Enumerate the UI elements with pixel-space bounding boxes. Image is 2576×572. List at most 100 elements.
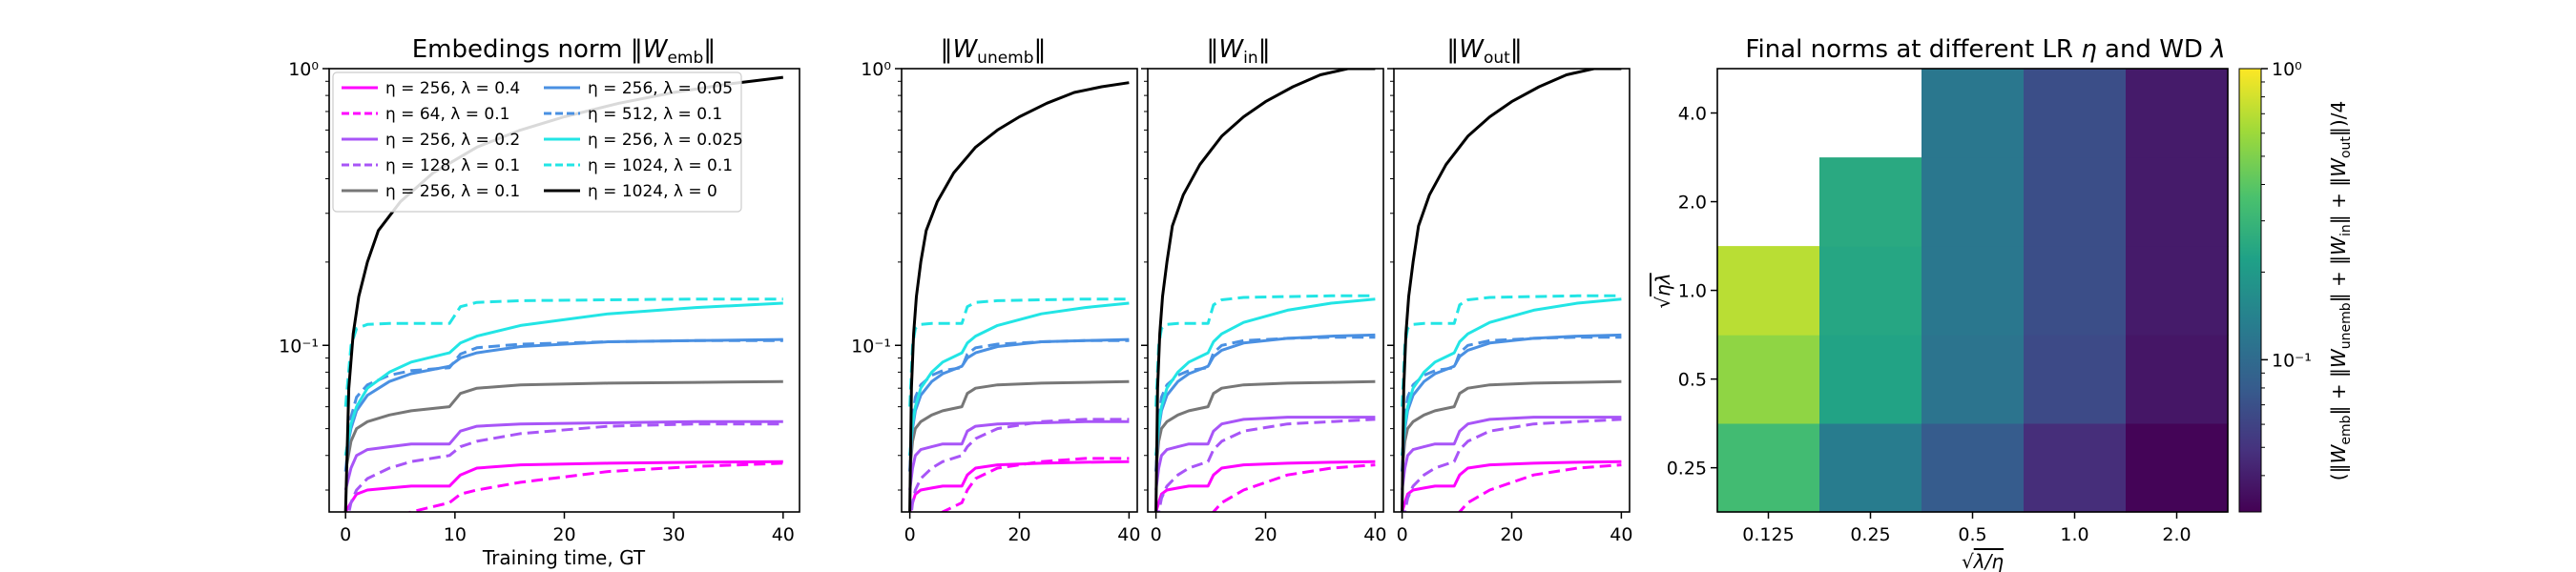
series-line bbox=[1154, 69, 1376, 512]
series-line bbox=[406, 461, 783, 512]
series-line bbox=[343, 301, 783, 457]
heatmap-cell bbox=[1819, 157, 1922, 247]
colorbar-tick-label: 10⁰ bbox=[2272, 59, 2302, 80]
x-tick-label: 20 bbox=[1500, 524, 1523, 545]
series-line bbox=[343, 379, 783, 472]
series-group bbox=[343, 75, 783, 512]
series-line bbox=[343, 460, 783, 512]
heatmap-cell bbox=[1922, 335, 2025, 424]
series-group bbox=[1401, 69, 1622, 512]
x-tick-label: 0.125 bbox=[1742, 524, 1794, 545]
heatmap-cell bbox=[1819, 423, 1922, 513]
plot-area-unemb: 0 20 40 10⁻¹ 10⁰ bbox=[851, 59, 1140, 545]
heatmap-cell bbox=[2126, 335, 2229, 424]
x-tick-label: 0 bbox=[1151, 524, 1162, 545]
x-tick-label: 2.0 bbox=[2162, 524, 2191, 545]
series-line bbox=[1401, 294, 1622, 407]
panel-title: ‖Win‖ bbox=[1206, 35, 1270, 68]
plot-area-win: 0 20 40 bbox=[1141, 68, 1386, 545]
series-line bbox=[1401, 416, 1622, 491]
legend-label: η = 256, λ = 0.1 bbox=[385, 182, 520, 201]
x-tick-label: 0.5 bbox=[1958, 524, 1986, 545]
heatmap-cell bbox=[2024, 69, 2127, 158]
series-line bbox=[1154, 294, 1376, 407]
colorbar-label: (‖Wemb‖ + ‖Wunemb‖ + ‖Win‖ + ‖Wout‖)/4 bbox=[2327, 101, 2354, 480]
legend-label: η = 512, λ = 0.1 bbox=[588, 105, 722, 124]
legend-label: η = 256, λ = 0.05 bbox=[588, 79, 733, 98]
series-line bbox=[908, 337, 1130, 456]
heatmap-cell bbox=[1717, 246, 1820, 336]
y-tick-label: 10⁰ bbox=[861, 59, 891, 80]
y-tick-label: 0.25 bbox=[1667, 459, 1707, 480]
y-tick-label: 4.0 bbox=[1678, 104, 1707, 125]
series-group bbox=[1154, 69, 1376, 512]
x-tick-label: 20 bbox=[1254, 524, 1277, 545]
heatmap-cell bbox=[2024, 423, 2127, 513]
panel-unemb-norm: ‖Wunemb‖ 0 20 40 10⁻¹ 10⁰ bbox=[851, 35, 1140, 545]
legend-label: η = 64, λ = 0.1 bbox=[385, 105, 509, 124]
x-tick-label: 40 bbox=[1117, 524, 1140, 545]
series-line bbox=[1212, 463, 1376, 512]
panel-title: Final norms at different LR η and WD λ bbox=[1745, 35, 2225, 64]
x-axis-label: Training time, GT bbox=[482, 546, 646, 569]
heatmap-cell bbox=[2126, 69, 2229, 158]
series-line bbox=[1401, 69, 1622, 512]
series-line bbox=[908, 297, 1130, 407]
series-line bbox=[1154, 379, 1376, 472]
heatmap-cell bbox=[1819, 246, 1922, 336]
colorbar-gradient bbox=[2238, 68, 2262, 513]
x-tick-label: 40 bbox=[1363, 524, 1386, 545]
series-line bbox=[343, 419, 783, 491]
y-tick-label: 10⁰ bbox=[288, 59, 319, 80]
panel-title: ‖Wout‖ bbox=[1446, 35, 1523, 68]
series-line bbox=[343, 297, 783, 407]
panel-final-norms-heatmap: Final norms at different LR η and WD λ 0… bbox=[1652, 35, 2354, 572]
heatmap-area: 0.125 0.25 0.5 1.0 2.0 0.25 0.5 1.0 2.0 4.0 bbox=[1667, 68, 2229, 545]
panel-wout-norm: ‖Wout‖ 0 20 40 bbox=[1387, 35, 1632, 545]
series-line bbox=[1401, 336, 1622, 472]
legend-label: η = 256, λ = 0.4 bbox=[385, 79, 520, 98]
y-axis-label: √ηλ bbox=[1652, 273, 1674, 308]
x-tick-label: 0 bbox=[340, 524, 351, 545]
y-tick-label: 2.0 bbox=[1678, 193, 1707, 214]
panel-win-norm: ‖Win‖ 0 20 40 bbox=[1141, 35, 1386, 545]
heatmap-cell bbox=[1922, 69, 2025, 158]
legend-frame bbox=[332, 72, 742, 213]
y-tick-label: 10⁻¹ bbox=[279, 336, 319, 357]
series-line bbox=[1156, 418, 1376, 512]
x-tick-label: 40 bbox=[1610, 524, 1632, 545]
series-line bbox=[343, 338, 783, 472]
colorbar: 10⁻¹ 10⁰ bbox=[2238, 59, 2312, 513]
panel-title: Embedings norm ‖Wemb‖ bbox=[412, 35, 717, 68]
x-tick-label: 40 bbox=[772, 524, 795, 545]
x-tick-label: 20 bbox=[552, 524, 575, 545]
series-line bbox=[1401, 333, 1622, 456]
heatmap-cell bbox=[1922, 157, 2025, 247]
heatmap-cell bbox=[1717, 335, 1820, 424]
heatmap-cell bbox=[2024, 246, 2127, 336]
heatmap-cell bbox=[2126, 157, 2229, 247]
y-tick-label: 0.5 bbox=[1678, 370, 1707, 391]
x-tick-label: 1.0 bbox=[2060, 524, 2088, 545]
legend-label: η = 256, λ = 0.2 bbox=[385, 131, 520, 150]
series-line bbox=[1402, 418, 1622, 512]
x-tick-label: 30 bbox=[662, 524, 685, 545]
series-line bbox=[908, 301, 1130, 456]
panel-embeddings-norm: Embedings norm ‖Wemb‖ 0 10 20 30 40 10⁻¹ 10⁰ η … bbox=[279, 35, 800, 569]
plot-area-wout: 0 20 40 bbox=[1387, 68, 1632, 545]
x-tick-label: 0 bbox=[904, 524, 916, 545]
series-line bbox=[1154, 460, 1376, 512]
series-line bbox=[1458, 463, 1622, 512]
panel-title: ‖Wunemb‖ bbox=[940, 35, 1046, 68]
series-line bbox=[909, 418, 1130, 512]
colorbar-tick-label: 10⁻¹ bbox=[2272, 350, 2312, 371]
series-group bbox=[908, 81, 1130, 512]
x-tick-label: 0 bbox=[1397, 524, 1408, 545]
heatmap-cell bbox=[1922, 246, 2025, 336]
series-line bbox=[908, 379, 1130, 472]
series-line bbox=[1401, 460, 1622, 512]
y-tick-label: 1.0 bbox=[1678, 281, 1707, 302]
series-line bbox=[1154, 297, 1376, 456]
heatmap-cell bbox=[2024, 157, 2127, 247]
